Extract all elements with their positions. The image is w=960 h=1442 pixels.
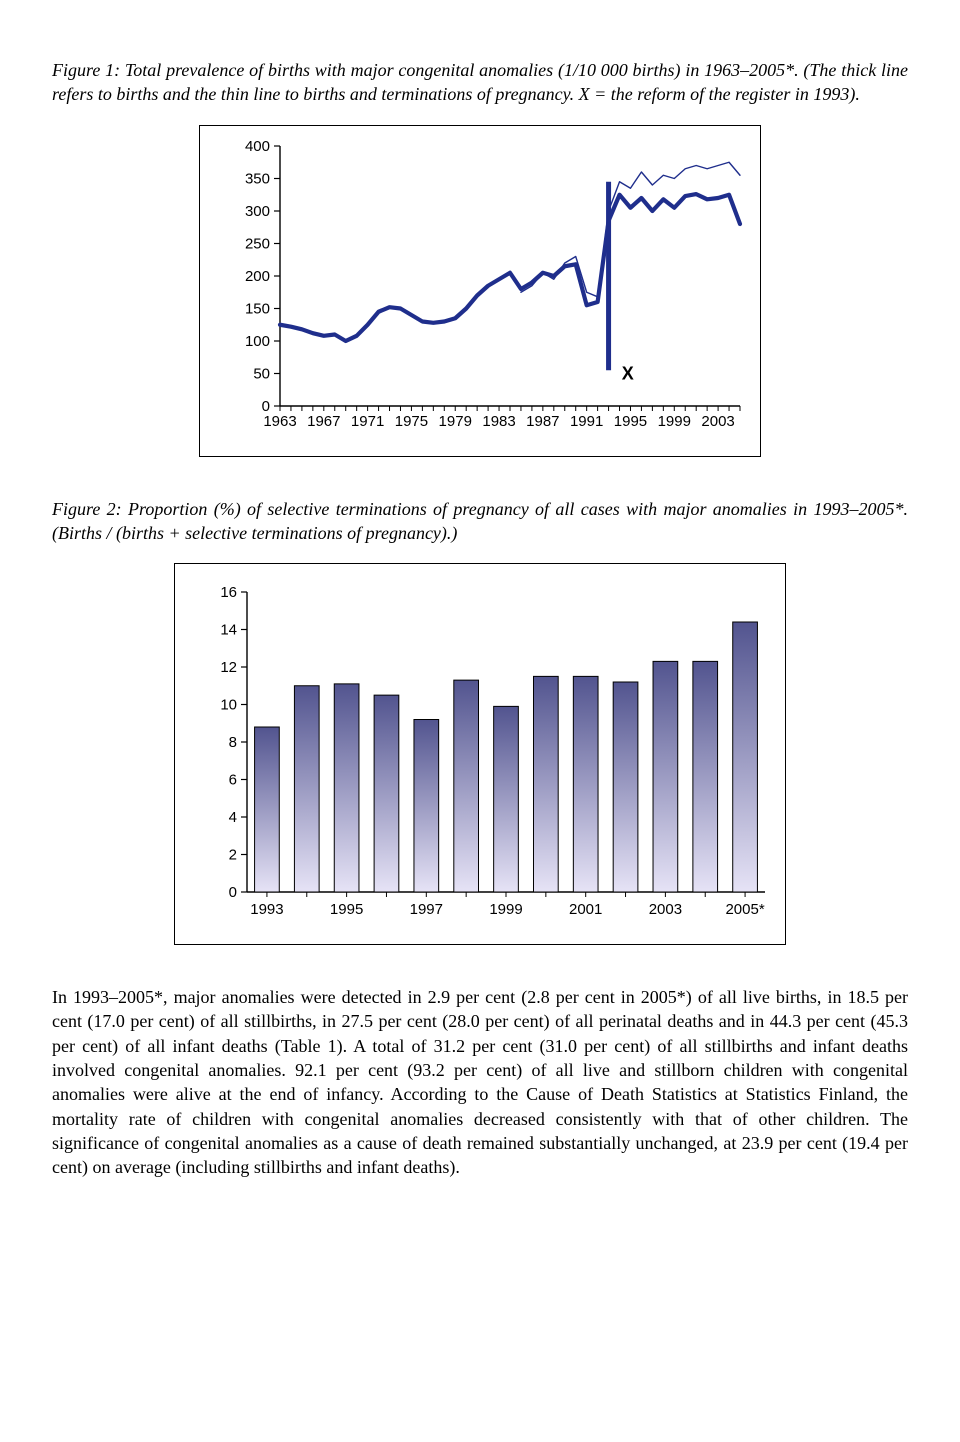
svg-text:1999: 1999: [658, 413, 691, 430]
svg-text:1995: 1995: [330, 901, 363, 918]
svg-text:1971: 1971: [351, 413, 384, 430]
svg-text:4: 4: [229, 809, 237, 826]
svg-text:1995: 1995: [614, 413, 647, 430]
svg-text:2001: 2001: [569, 901, 602, 918]
figure2-chart: 0 2 4 6 8 10 12 14 16 1993 1995 1997 1999 2001 2003 200…: [174, 563, 786, 945]
figure1-caption-label: Figure 1:: [52, 60, 120, 80]
svg-text:14: 14: [220, 622, 237, 639]
svg-text:250: 250: [245, 235, 270, 252]
svg-text:2005*: 2005*: [725, 901, 764, 918]
svg-text:400: 400: [245, 138, 270, 155]
figure1-svg: 0501001502002503003504001963196719711975…: [200, 126, 760, 456]
svg-text:200: 200: [245, 268, 270, 285]
svg-text:1983: 1983: [482, 413, 515, 430]
svg-text:350: 350: [245, 170, 270, 187]
svg-text:1993: 1993: [250, 901, 283, 918]
figure2-svg: 0 2 4 6 8 10 12 14 16 1993 1995 1997 1999 2001 2003 200…: [175, 564, 785, 944]
svg-text:8: 8: [229, 734, 237, 751]
svg-text:1979: 1979: [439, 413, 472, 430]
svg-text:0: 0: [229, 884, 237, 901]
svg-text:1997: 1997: [410, 901, 443, 918]
svg-text:1991: 1991: [570, 413, 603, 430]
figure1-caption: Figure 1: Total prevalence of births wit…: [52, 58, 908, 107]
figure1-caption-text: Total prevalence of births with major co…: [52, 60, 908, 104]
svg-text:2003: 2003: [701, 413, 734, 430]
figure2-caption: Figure 2: Proportion (%) of selective te…: [52, 497, 908, 546]
figure1-chart: 0501001502002503003504001963196719711975…: [199, 125, 761, 457]
svg-text:300: 300: [245, 203, 270, 220]
svg-text:X: X: [622, 363, 634, 383]
svg-text:1987: 1987: [526, 413, 559, 430]
svg-text:1963: 1963: [263, 413, 296, 430]
svg-text:1967: 1967: [307, 413, 340, 430]
svg-text:12: 12: [220, 659, 237, 676]
svg-text:10: 10: [220, 697, 237, 714]
svg-text:50: 50: [253, 365, 270, 382]
svg-text:2003: 2003: [649, 901, 682, 918]
body-paragraph: In 1993–2005*, major anomalies were dete…: [52, 985, 908, 1179]
svg-text:100: 100: [245, 333, 270, 350]
svg-text:1999: 1999: [489, 901, 522, 918]
svg-text:6: 6: [229, 772, 237, 789]
svg-text:2: 2: [229, 847, 237, 864]
figure2-caption-text: Proportion (%) of selective terminations…: [52, 499, 908, 543]
figure2-caption-label: Figure 2:: [52, 499, 122, 519]
svg-text:1975: 1975: [395, 413, 428, 430]
svg-text:16: 16: [220, 584, 237, 601]
svg-text:150: 150: [245, 300, 270, 317]
